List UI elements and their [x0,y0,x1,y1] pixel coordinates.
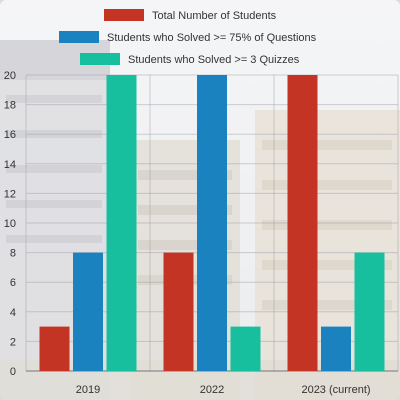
legend-swatch [104,9,144,21]
legend-item-3[interactable]: Students who Solved >= 3 Quizzes [80,53,300,66]
x-tick-label: 2023 (current) [301,384,370,396]
y-tick-label: 6 [10,277,16,289]
legend-label: Students who Solved >= 75% of Questions [107,32,317,44]
x-tick-label: 2022 [200,384,224,396]
bar-2-1[interactable] [73,252,103,371]
y-tick-label: 4 [10,307,16,319]
bar-1-2[interactable] [163,252,194,371]
legend-item-2[interactable]: Students who Solved >= 75% of Questions [59,31,317,44]
legend-swatch [80,53,120,65]
y-tick-label: 12 [4,188,16,200]
bar-2-3[interactable] [321,326,351,371]
bar-1-3[interactable] [287,75,318,371]
y-tick-label: 2 [10,336,16,348]
bars [39,75,385,371]
y-tick-label: 20 [4,70,16,82]
y-tick-label: 14 [4,159,16,171]
bar-3-1[interactable] [106,75,137,371]
y-tick-label: 10 [4,218,16,230]
bar-2-2[interactable] [197,75,227,371]
bar-3-2[interactable] [230,326,261,371]
x-tick-label: 2019 [76,384,100,396]
bar-1-1[interactable] [39,326,70,371]
y-axis-ticks: 0 2 4 6 8 10 12 14 16 18 20 [4,70,16,378]
legend-label: Total Number of Students [152,10,277,22]
bar-3-3[interactable] [354,252,385,371]
legend-swatch [59,31,99,43]
legend-item-1[interactable]: Total Number of Students [104,9,277,22]
y-tick-label: 0 [10,366,16,378]
y-tick-label: 8 [10,248,16,260]
y-tick-label: 18 [4,100,16,112]
legend: Total Number of Students Students who Sol… [59,9,317,66]
x-axis-ticks: 2019 2022 2023 (current) [76,384,371,396]
y-tick-label: 16 [4,129,16,141]
legend-label: Students who Solved >= 3 Quizzes [128,54,300,66]
